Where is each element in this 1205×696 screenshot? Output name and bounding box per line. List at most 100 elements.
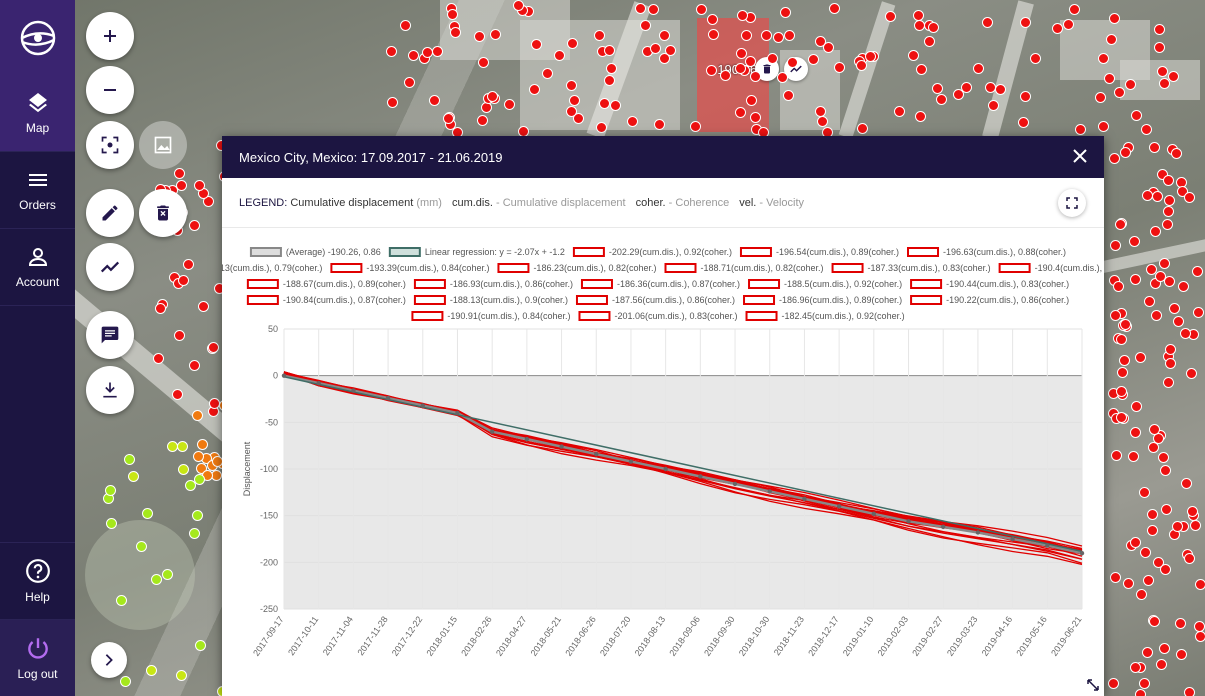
map-point[interactable] [814, 35, 826, 47]
map-point[interactable] [1143, 296, 1155, 308]
map-point[interactable] [1140, 124, 1152, 136]
map-point[interactable] [603, 74, 615, 86]
map-point[interactable] [1179, 327, 1191, 339]
download-button[interactable] [86, 366, 134, 414]
map-point[interactable] [447, 8, 459, 20]
map-point[interactable] [1017, 117, 1029, 129]
sidebar-item-logout[interactable]: Log out [0, 619, 75, 696]
map-point[interactable] [1140, 546, 1152, 558]
map-point[interactable] [823, 42, 835, 54]
map-point[interactable] [1142, 647, 1153, 659]
zoom-out-button[interactable] [86, 66, 134, 114]
chart-button[interactable] [86, 243, 134, 291]
map-point[interactable] [647, 3, 659, 15]
map-point[interactable] [783, 30, 795, 42]
map-point[interactable] [1173, 315, 1185, 327]
map-point[interactable] [1139, 677, 1151, 689]
expand-sidebar-button[interactable] [91, 642, 127, 678]
map-point[interactable] [1156, 168, 1168, 180]
map-point[interactable] [653, 119, 665, 131]
map-point[interactable] [431, 45, 443, 57]
map-point[interactable] [1119, 318, 1131, 330]
map-point[interactable] [914, 111, 926, 123]
map-point[interactable] [176, 669, 188, 681]
map-point[interactable] [193, 473, 205, 485]
feedback-button[interactable] [86, 311, 134, 359]
map-point[interactable] [894, 106, 906, 118]
map-point[interactable] [695, 4, 707, 16]
map-point[interactable] [1128, 451, 1140, 463]
map-point[interactable] [1104, 72, 1116, 84]
map-point[interactable] [650, 42, 662, 54]
map-point[interactable] [528, 84, 540, 96]
map-point[interactable] [178, 275, 190, 287]
map-point[interactable] [473, 31, 485, 43]
map-point[interactable] [185, 480, 197, 492]
map-point[interactable] [1142, 189, 1154, 201]
map-point[interactable] [490, 28, 502, 40]
map-point[interactable] [568, 94, 580, 106]
map-point[interactable] [1069, 3, 1081, 15]
map-point[interactable] [856, 123, 868, 135]
map-point[interactable] [1149, 142, 1161, 154]
sidebar-item-help[interactable]: Help [0, 542, 75, 619]
map-point[interactable] [177, 463, 189, 475]
map-point[interactable] [128, 470, 140, 482]
map-point[interactable] [1109, 13, 1121, 25]
map-point[interactable] [1125, 79, 1137, 91]
map-point[interactable] [151, 573, 163, 585]
map-point[interactable] [403, 76, 415, 88]
map-point[interactable] [596, 122, 608, 134]
map-point[interactable] [1194, 620, 1205, 632]
map-point[interactable] [865, 50, 877, 62]
sidebar-item-account[interactable]: Account [0, 229, 75, 306]
map-point[interactable] [635, 2, 647, 14]
map-point[interactable] [1075, 123, 1087, 135]
map-point[interactable] [145, 665, 157, 677]
map-point[interactable] [477, 115, 489, 127]
map-point[interactable] [1158, 451, 1170, 463]
map-point[interactable] [189, 527, 201, 539]
map-point[interactable] [155, 302, 167, 314]
zoom-in-button[interactable] [86, 12, 134, 60]
map-point[interactable] [554, 50, 566, 62]
map-point[interactable] [1167, 71, 1179, 83]
map-point[interactable] [1128, 236, 1140, 248]
map-point[interactable] [913, 19, 925, 31]
map-point[interactable] [182, 259, 194, 271]
map-point[interactable] [1153, 557, 1165, 569]
map-point[interactable] [1151, 309, 1163, 321]
map-point[interactable] [174, 330, 186, 341]
map-point[interactable] [192, 450, 204, 462]
map-point[interactable] [740, 29, 752, 41]
map-point[interactable] [1171, 521, 1183, 533]
map-point[interactable] [1116, 333, 1128, 345]
map-point[interactable] [486, 90, 498, 102]
map-point[interactable] [1115, 219, 1127, 231]
map-point[interactable] [1159, 258, 1171, 270]
map-point[interactable] [1183, 687, 1195, 696]
map-point[interactable] [1136, 589, 1148, 601]
map-point[interactable] [783, 89, 795, 101]
map-point[interactable] [1194, 579, 1205, 591]
map-point[interactable] [1020, 17, 1032, 29]
map-point[interactable] [786, 56, 798, 68]
map-point[interactable] [1147, 442, 1159, 454]
map-point[interactable] [1184, 553, 1196, 565]
map-point[interactable] [908, 50, 920, 62]
map-point[interactable] [1160, 503, 1172, 515]
map-point[interactable] [719, 70, 731, 82]
map-point[interactable] [542, 67, 554, 79]
map-point[interactable] [1175, 648, 1187, 660]
map-point[interactable] [408, 49, 420, 61]
map-point[interactable] [749, 70, 761, 82]
map-point[interactable] [1189, 519, 1201, 531]
map-point[interactable] [1159, 464, 1171, 476]
map-point[interactable] [1097, 53, 1109, 65]
map-point[interactable] [707, 28, 719, 40]
map-point[interactable] [603, 45, 615, 57]
map-point[interactable] [1163, 377, 1175, 389]
map-point[interactable] [192, 509, 204, 521]
map-point[interactable] [1159, 642, 1171, 654]
map-point[interactable] [833, 62, 845, 74]
